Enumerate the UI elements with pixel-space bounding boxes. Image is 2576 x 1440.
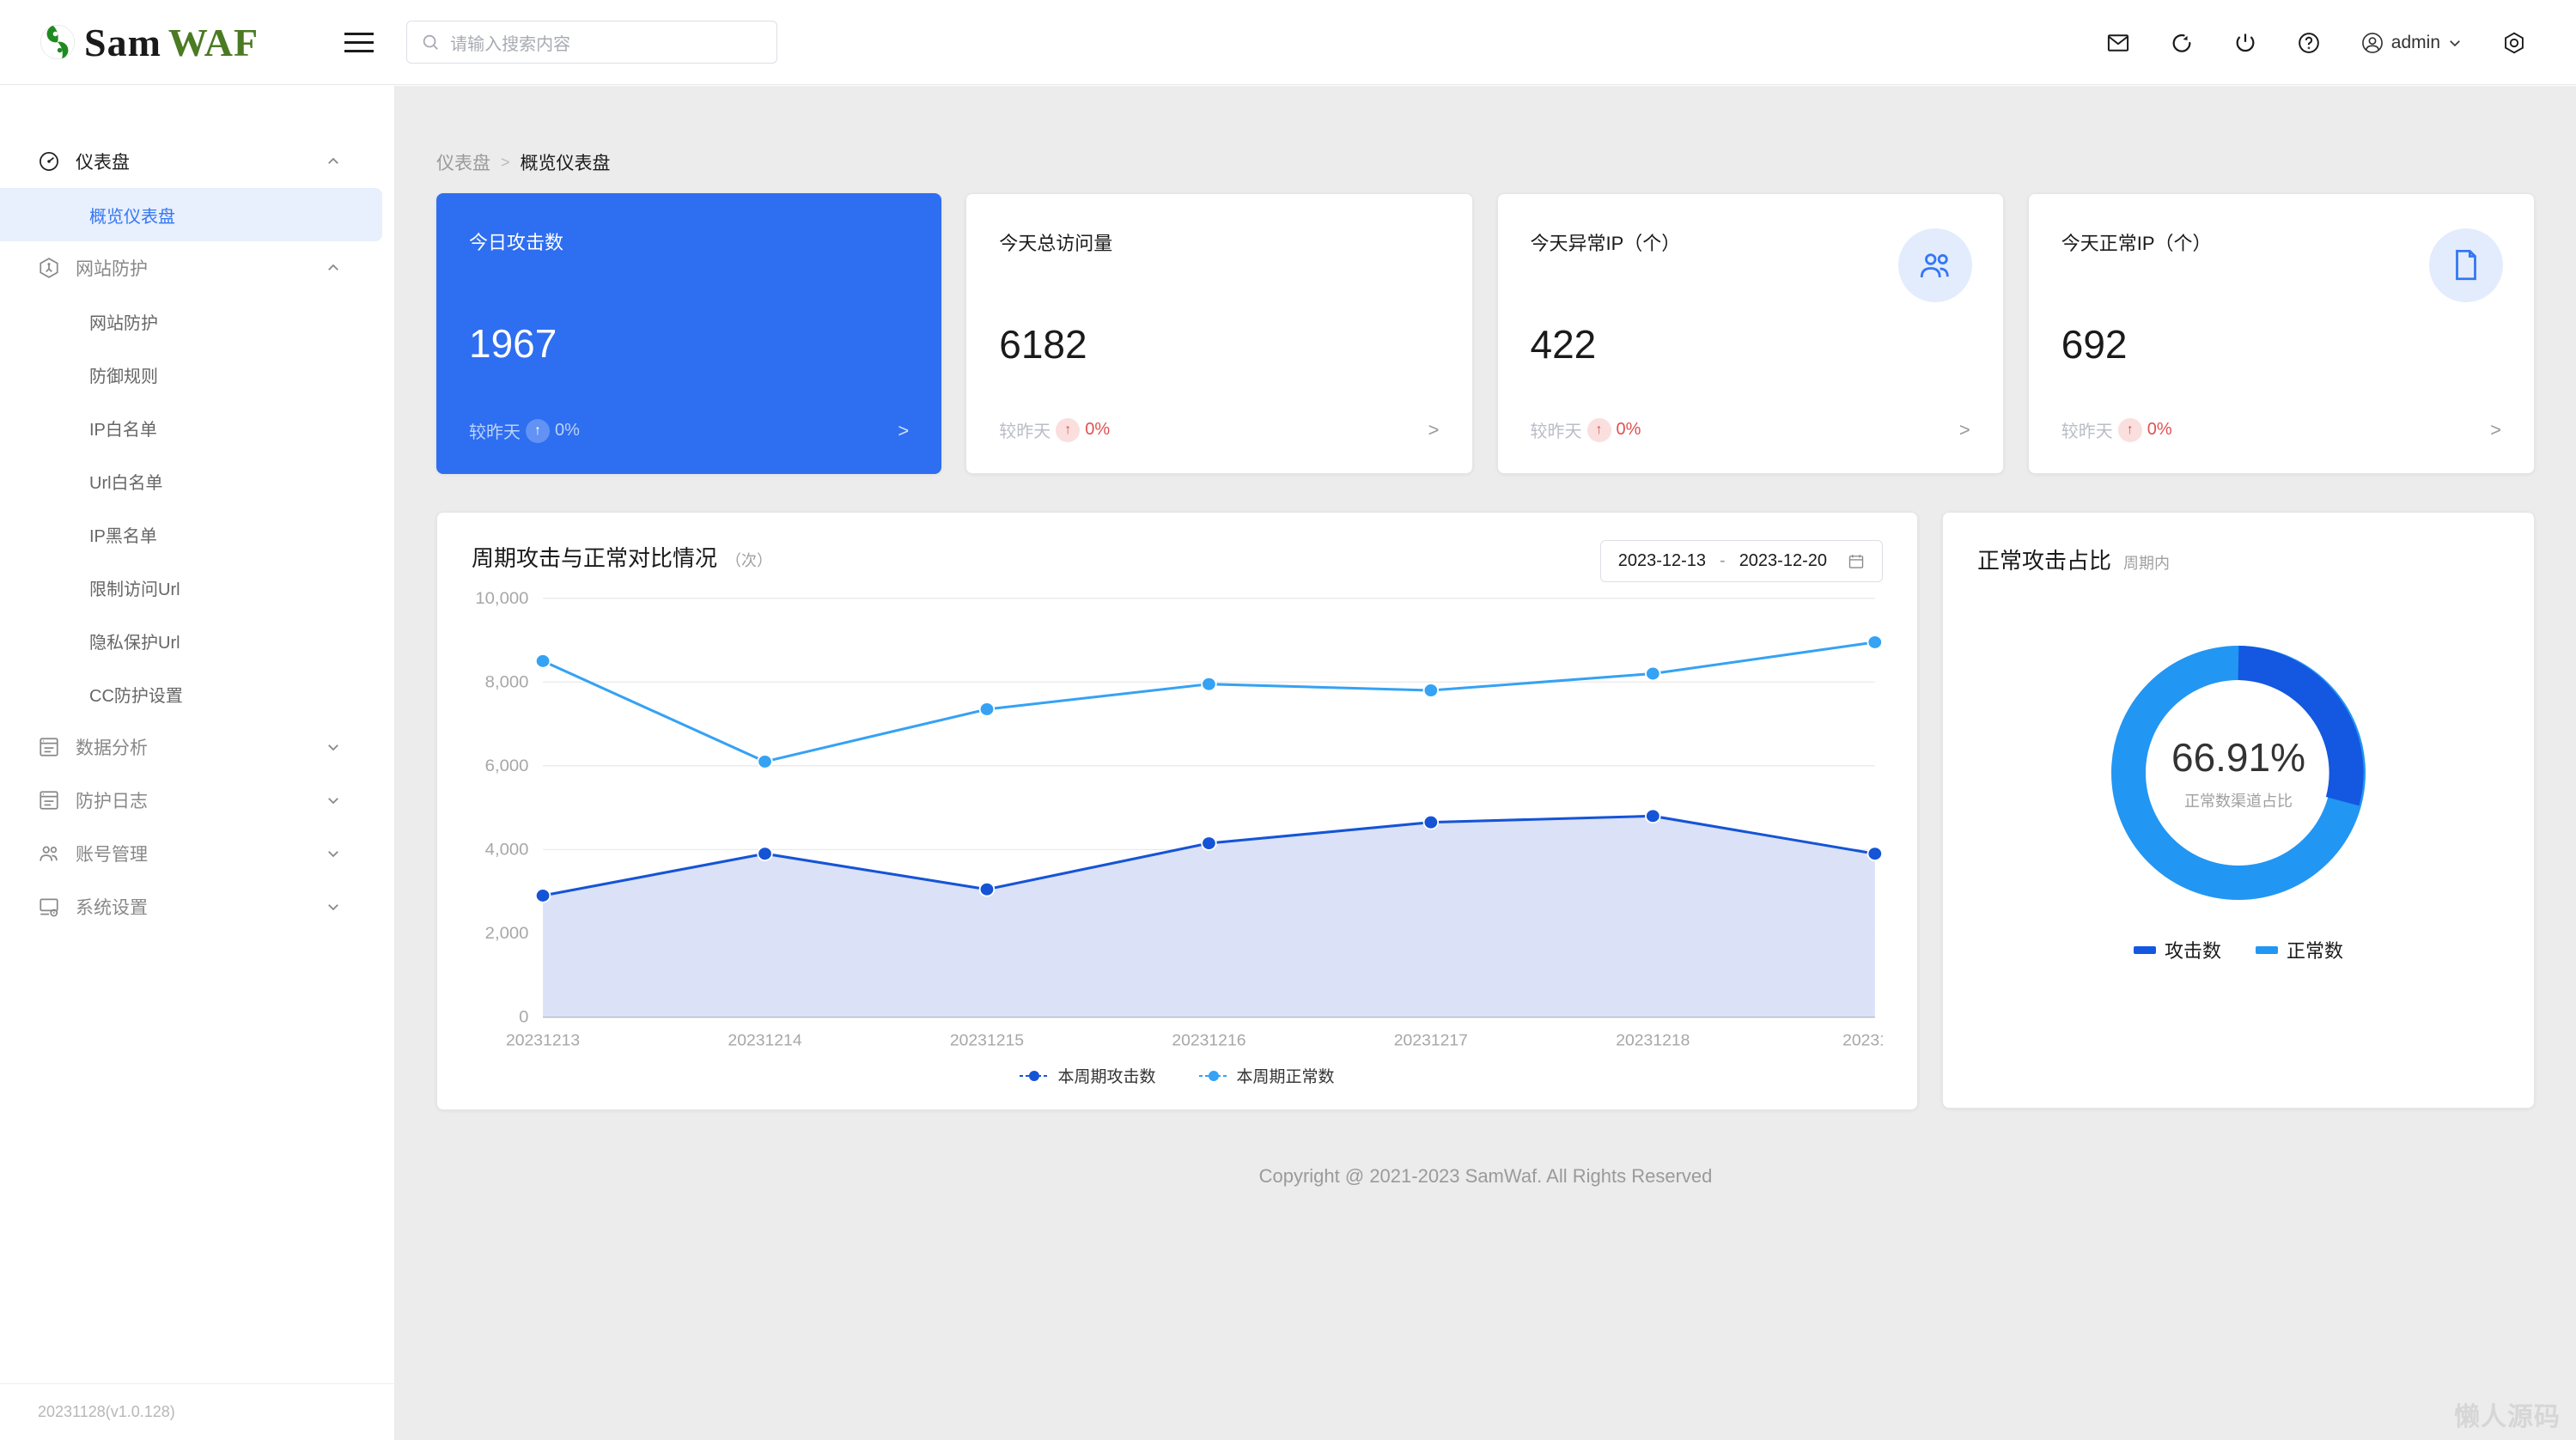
svg-text:20231218: 20231218 <box>1616 1031 1690 1048</box>
svg-text:2,000: 2,000 <box>485 925 529 943</box>
svg-text:20231214: 20231214 <box>728 1031 801 1048</box>
svg-text:20231213: 20231213 <box>506 1031 580 1048</box>
svg-text:4,000: 4,000 <box>485 841 529 859</box>
svg-text:6,000: 6,000 <box>485 756 529 775</box>
svg-text:0: 0 <box>519 1008 528 1026</box>
svg-text:10,000: 10,000 <box>475 591 528 608</box>
svg-text:20231215: 20231215 <box>950 1031 1024 1048</box>
svg-text:20231216: 20231216 <box>1172 1031 1245 1048</box>
svg-text:2023121: 2023121 <box>1842 1031 1883 1048</box>
svg-text:8,000: 8,000 <box>485 673 529 691</box>
svg-text:20231217: 20231217 <box>1394 1031 1468 1048</box>
